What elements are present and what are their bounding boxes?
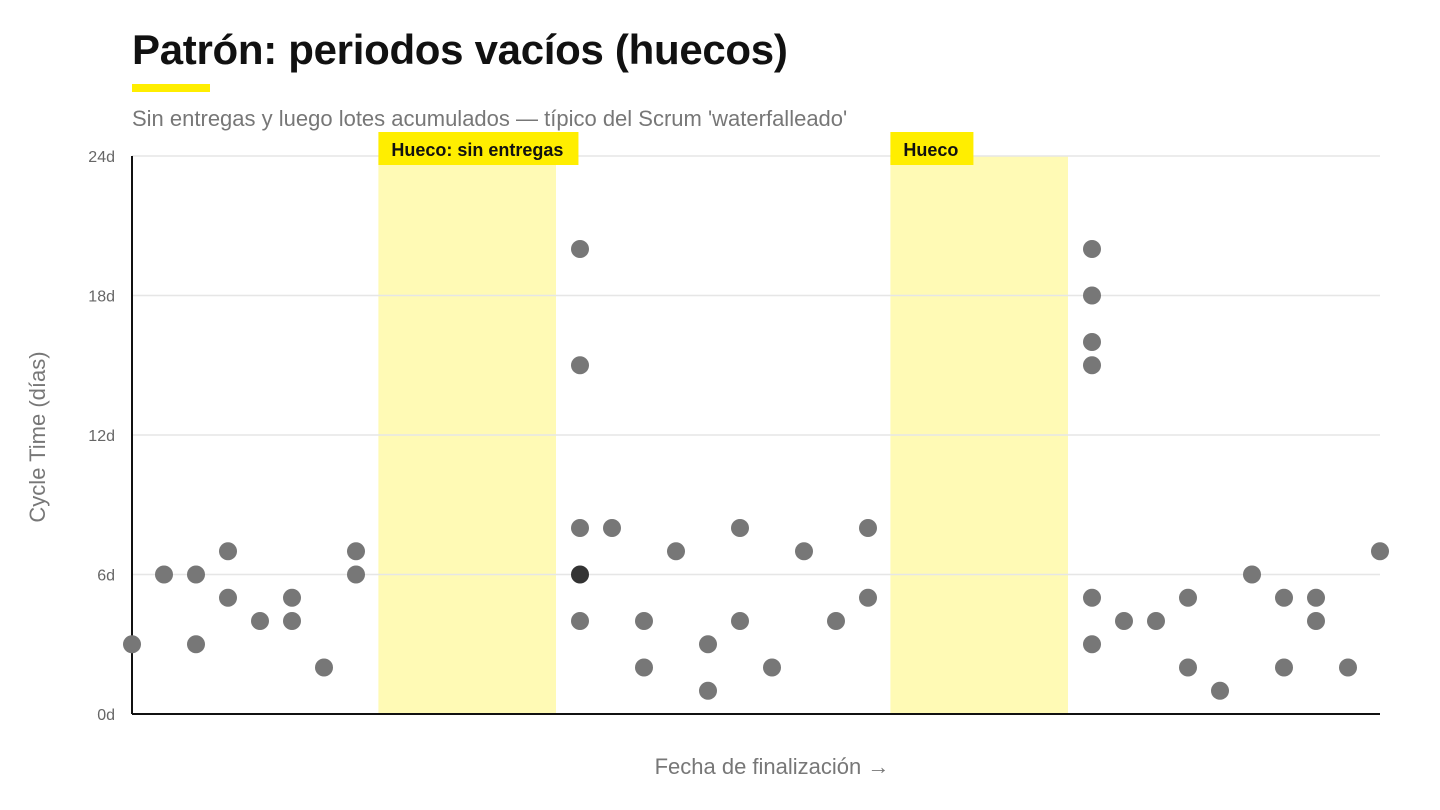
data-point <box>827 612 845 630</box>
grid-lines <box>132 155 1380 576</box>
data-point <box>571 356 589 375</box>
data-point <box>571 519 589 537</box>
data-point <box>571 565 589 584</box>
data-point <box>219 542 237 561</box>
data-point <box>315 658 333 677</box>
y-tick-label: 24d <box>88 149 115 166</box>
gap-label-background <box>890 132 974 165</box>
data-point <box>731 612 749 630</box>
data-point <box>347 565 365 584</box>
data-point <box>1371 542 1389 561</box>
y-tick-label: 18d <box>88 289 115 306</box>
data-point <box>1307 612 1325 630</box>
y-tick-label: 12d <box>88 428 115 445</box>
data-point <box>571 612 589 630</box>
data-point <box>283 612 301 630</box>
data-point <box>283 588 301 607</box>
data-point <box>1275 658 1293 677</box>
data-point <box>1243 565 1261 584</box>
chart-subtitle: Sin entregas y luego lotes acumulados — … <box>132 106 848 131</box>
y-tick-label: 6d <box>97 568 115 585</box>
data-point <box>1083 588 1101 607</box>
data-point <box>1179 658 1197 677</box>
x-axis-title: Fecha de finalización → <box>655 754 890 779</box>
data-point <box>635 658 653 677</box>
data-point <box>731 519 749 537</box>
axes <box>131 156 1380 715</box>
data-point <box>699 635 717 654</box>
gap-label: Hueco: sin entregas <box>378 132 579 165</box>
data-point <box>1147 612 1165 630</box>
y-tick-label: 0d <box>97 707 115 724</box>
data-points <box>123 240 1389 700</box>
data-point <box>603 519 621 537</box>
data-point <box>347 542 365 561</box>
gap-label-text: Hueco <box>903 140 958 160</box>
data-point <box>859 588 877 607</box>
data-point <box>1083 286 1101 305</box>
data-point <box>795 542 813 561</box>
data-point <box>155 565 173 584</box>
data-point <box>859 519 877 537</box>
data-point <box>667 542 685 561</box>
data-point <box>123 635 141 654</box>
data-point <box>1211 681 1229 700</box>
data-point <box>187 565 205 584</box>
data-point <box>1083 635 1101 654</box>
gap-label-text: Hueco: sin entregas <box>391 140 563 160</box>
data-point <box>1307 588 1325 607</box>
data-point <box>219 588 237 607</box>
data-point <box>1339 658 1357 677</box>
y-tick-labels: 0d 6d 12d 18d 24d <box>88 149 115 724</box>
data-point <box>571 240 589 258</box>
data-point <box>1275 588 1293 607</box>
gap-labels: Hueco: sin entregas Hueco <box>378 132 974 165</box>
data-point <box>251 612 269 630</box>
title-accent-bar <box>132 84 210 92</box>
chart-title: Patrón: periodos vacíos (huecos) <box>132 26 788 73</box>
data-point <box>763 658 781 677</box>
data-point <box>1083 356 1101 375</box>
y-axis-title: Cycle Time (días) <box>25 351 50 522</box>
gap-label-background <box>378 132 579 165</box>
data-point <box>699 681 717 700</box>
data-point <box>1115 612 1133 630</box>
data-point <box>1083 333 1101 351</box>
data-point <box>1083 240 1101 258</box>
data-point <box>635 612 653 630</box>
gap-label: Hueco <box>890 132 974 165</box>
data-point <box>187 635 205 654</box>
data-point <box>1179 588 1197 607</box>
